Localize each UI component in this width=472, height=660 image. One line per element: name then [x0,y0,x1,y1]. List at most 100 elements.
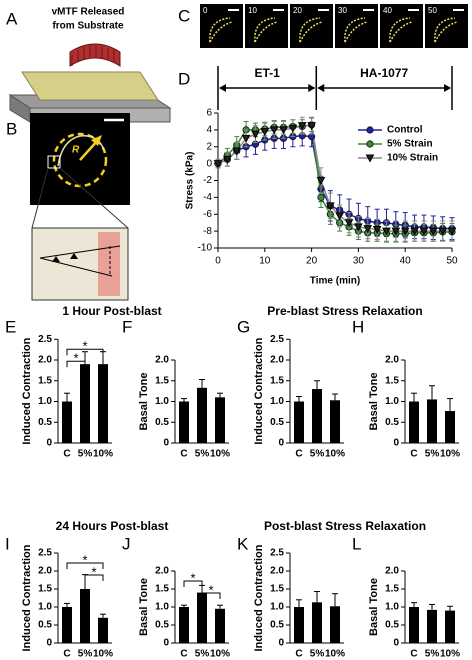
x-tick-label: 5% [425,449,440,460]
x-tick-label: C [180,649,187,660]
significance-label: * [91,564,96,579]
bar [330,606,340,643]
x-axis-title: Time (min) [310,276,360,287]
marker [317,193,325,201]
marker [241,134,251,143]
y-tick-label: 1.5 [155,375,169,386]
bar [98,617,108,643]
significance-bracket [84,574,104,581]
tissue-outline [209,17,233,43]
y-tick-label: 2.5 [38,334,52,345]
marker [363,225,373,234]
bar [427,609,437,643]
marker [251,130,260,139]
y-tick-label: -4 [203,192,212,203]
bar [179,401,189,443]
significance-bracket [183,580,203,587]
x-tick-label: 10% [440,649,460,660]
section-title: 24 Hours Post-blast [56,519,169,533]
x-tick-label: 5% [78,649,93,660]
x-tick-label: 50 [446,256,458,267]
marker [410,227,419,236]
y-axis-title: Basal Tone [138,373,150,431]
y-axis-title: Stress (kPa) [185,152,196,210]
bar [98,364,108,443]
legend-label: 10% Strain [387,153,438,164]
significance-bracket [66,348,104,356]
frame-label: 10 [248,6,257,15]
y-tick-label: 2.0 [38,566,52,577]
y-tick-label: 1.0 [270,602,284,613]
significance-label: * [82,339,87,354]
y-tick-label: -2 [203,175,212,186]
x-tick-label: 20 [306,256,318,267]
x-tick-label: 10% [440,449,460,460]
y-tick-label: 0.5 [155,620,169,631]
significance-bracket [66,562,104,569]
y-tick-label: 1.5 [38,375,52,386]
arrowhead [317,84,325,92]
y-tick-label: 1.5 [270,375,284,386]
marker [279,126,288,135]
y-tick-label: 1.0 [270,396,284,407]
x-tick-label: 5% [195,449,210,460]
micrograph [30,113,130,301]
panel-letter: A [6,9,18,28]
x-tick-label: C [180,449,187,460]
marker [213,160,223,169]
bar [445,411,455,443]
significance-bracket [66,360,86,368]
radius-label: R [72,145,80,156]
y-tick-label: 0 [278,438,284,449]
x-tick-label: 10% [325,449,345,460]
x-tick-label: C [63,449,70,460]
section-title: 1 Hour Post-blast [62,304,161,318]
panel-letter: B [6,119,17,138]
y-tick-label: 0.5 [270,417,284,428]
y-tick-label: 0 [393,438,399,449]
section-title: Pre-blast Stress Relaxation [267,304,422,318]
marker [428,227,438,236]
significance-label: * [190,570,195,585]
x-tick-label: C [295,449,302,460]
y-tick-label: 2.0 [385,355,399,366]
y-axis-title: Basal Tone [138,578,150,636]
y-tick-label: 4 [206,125,212,136]
panel-title: vMTF Released [52,7,125,18]
arrowhead [444,84,451,92]
y-tick-label: 1.0 [38,602,52,613]
panel-letter: I [5,534,10,553]
bar [215,397,225,443]
marker [438,227,447,236]
y-tick-label: 2.5 [38,548,52,559]
annotation-label: ET-1 [254,66,280,80]
bar [445,610,455,643]
y-tick-label: 1.5 [385,584,399,595]
bar [80,589,90,643]
y-tick-label: 0.5 [38,620,52,631]
marker [391,227,401,236]
y-tick-label: 0 [46,638,52,649]
marker [223,155,232,164]
section-title: Post-blast Stress Relaxation [264,519,426,533]
x-tick-label: C [63,649,70,660]
y-axis-title: Induced Contraction [253,544,265,651]
arrowhead [219,84,226,92]
tissue-outline [344,17,368,43]
y-axis-title: Induced Contraction [21,544,33,651]
y-tick-label: 0 [278,638,284,649]
panel-letter: C [178,6,190,25]
y-tick-label: 6 [206,108,212,119]
marker [447,227,457,236]
marker [316,177,326,186]
frame-label: 30 [338,6,347,15]
x-tick-label: 10 [259,256,271,267]
marker [419,227,429,236]
y-tick-label: 1.0 [385,602,399,613]
marker [260,128,270,137]
y-tick-label: 0.5 [270,620,284,631]
y-tick-label: 0 [393,638,399,649]
x-tick-label: 10% [93,449,113,460]
panel-letter: K [237,534,249,553]
frame-label: 20 [293,6,302,15]
